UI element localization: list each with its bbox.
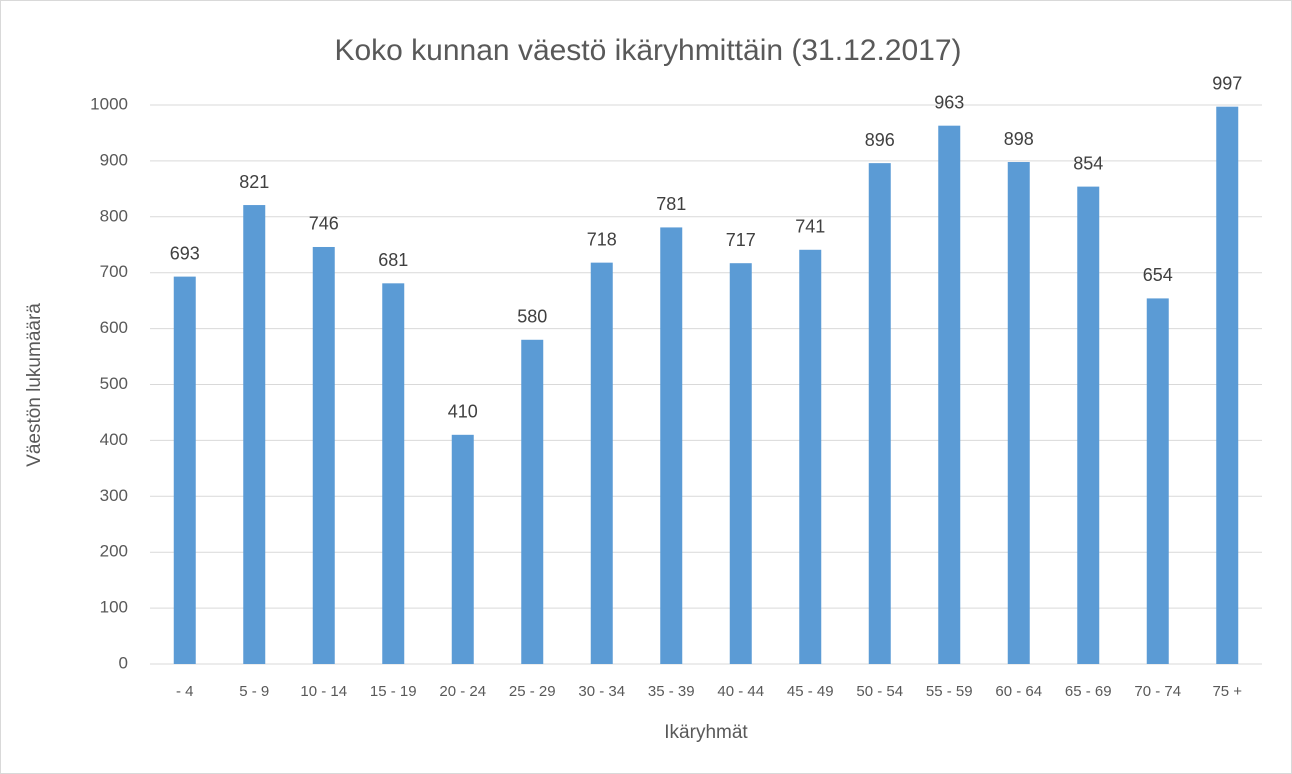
bar [521,339,544,664]
y-tick-label: 500 [100,374,128,393]
bar [590,262,613,664]
data-label: 410 [448,402,478,422]
data-label: 997 [1212,73,1242,93]
x-tick-label: 70 - 74 [1134,683,1181,700]
y-tick-label: 1000 [90,94,128,113]
data-label: 898 [1004,129,1034,149]
y-tick-label: 300 [100,486,128,505]
x-tick-label: 25 - 29 [509,683,556,700]
bar [451,434,474,664]
x-tick-label: 5 - 9 [239,683,269,700]
y-tick-label: 0 [119,653,128,672]
y-tick-label: 700 [100,262,128,281]
y-tick-label: 900 [100,150,128,169]
bar [1077,186,1100,664]
x-axis-label: Ikäryhmät [664,722,748,743]
x-tick-label: 60 - 64 [995,683,1042,700]
bar [312,246,335,664]
data-label: 580 [517,307,547,327]
bar [799,249,822,664]
bar [243,205,266,664]
data-label: 654 [1143,265,1173,285]
data-label: 854 [1073,153,1103,173]
bar [382,283,405,664]
x-tick-label: 50 - 54 [856,683,903,700]
bar [660,227,683,664]
data-label: 681 [378,250,408,270]
x-tick-label: 55 - 59 [926,683,973,700]
bar [173,276,196,664]
x-tick-label: 35 - 39 [648,683,695,700]
y-tick-label: 600 [100,318,128,337]
x-tick-label: 40 - 44 [717,683,764,700]
x-tick-label: 75 + [1212,683,1242,700]
bar [1216,106,1239,664]
x-tick-label: - 4 [176,683,194,700]
chart-title: Koko kunnan väestö ikäryhmittäin (31.12.… [334,34,961,67]
data-label: 896 [865,130,895,150]
data-label: 781 [656,194,686,214]
bar [729,263,752,664]
y-tick-label: 100 [100,598,128,617]
bar [938,125,961,665]
y-tick-label: 800 [100,206,128,225]
data-label: 717 [726,230,756,250]
x-tick-label: 65 - 69 [1065,683,1112,700]
y-tick-label: 200 [100,542,128,561]
x-tick-label: 45 - 49 [787,683,834,700]
data-label: 741 [795,217,825,237]
x-tick-label: 30 - 34 [578,683,625,700]
bar [1007,162,1030,664]
x-tick-label: 20 - 24 [439,683,486,700]
data-label: 746 [309,214,339,234]
data-label: 821 [239,172,269,192]
y-tick-label: 400 [100,430,128,449]
data-label: 963 [934,92,964,112]
x-tick-label: 10 - 14 [300,683,347,700]
x-tick-label: 15 - 19 [370,683,417,700]
data-label: 693 [170,243,200,263]
bar [1146,298,1169,664]
bar [868,163,891,665]
y-axis-label: Väestön lukumäärä [24,303,45,467]
data-label: 718 [587,229,617,249]
